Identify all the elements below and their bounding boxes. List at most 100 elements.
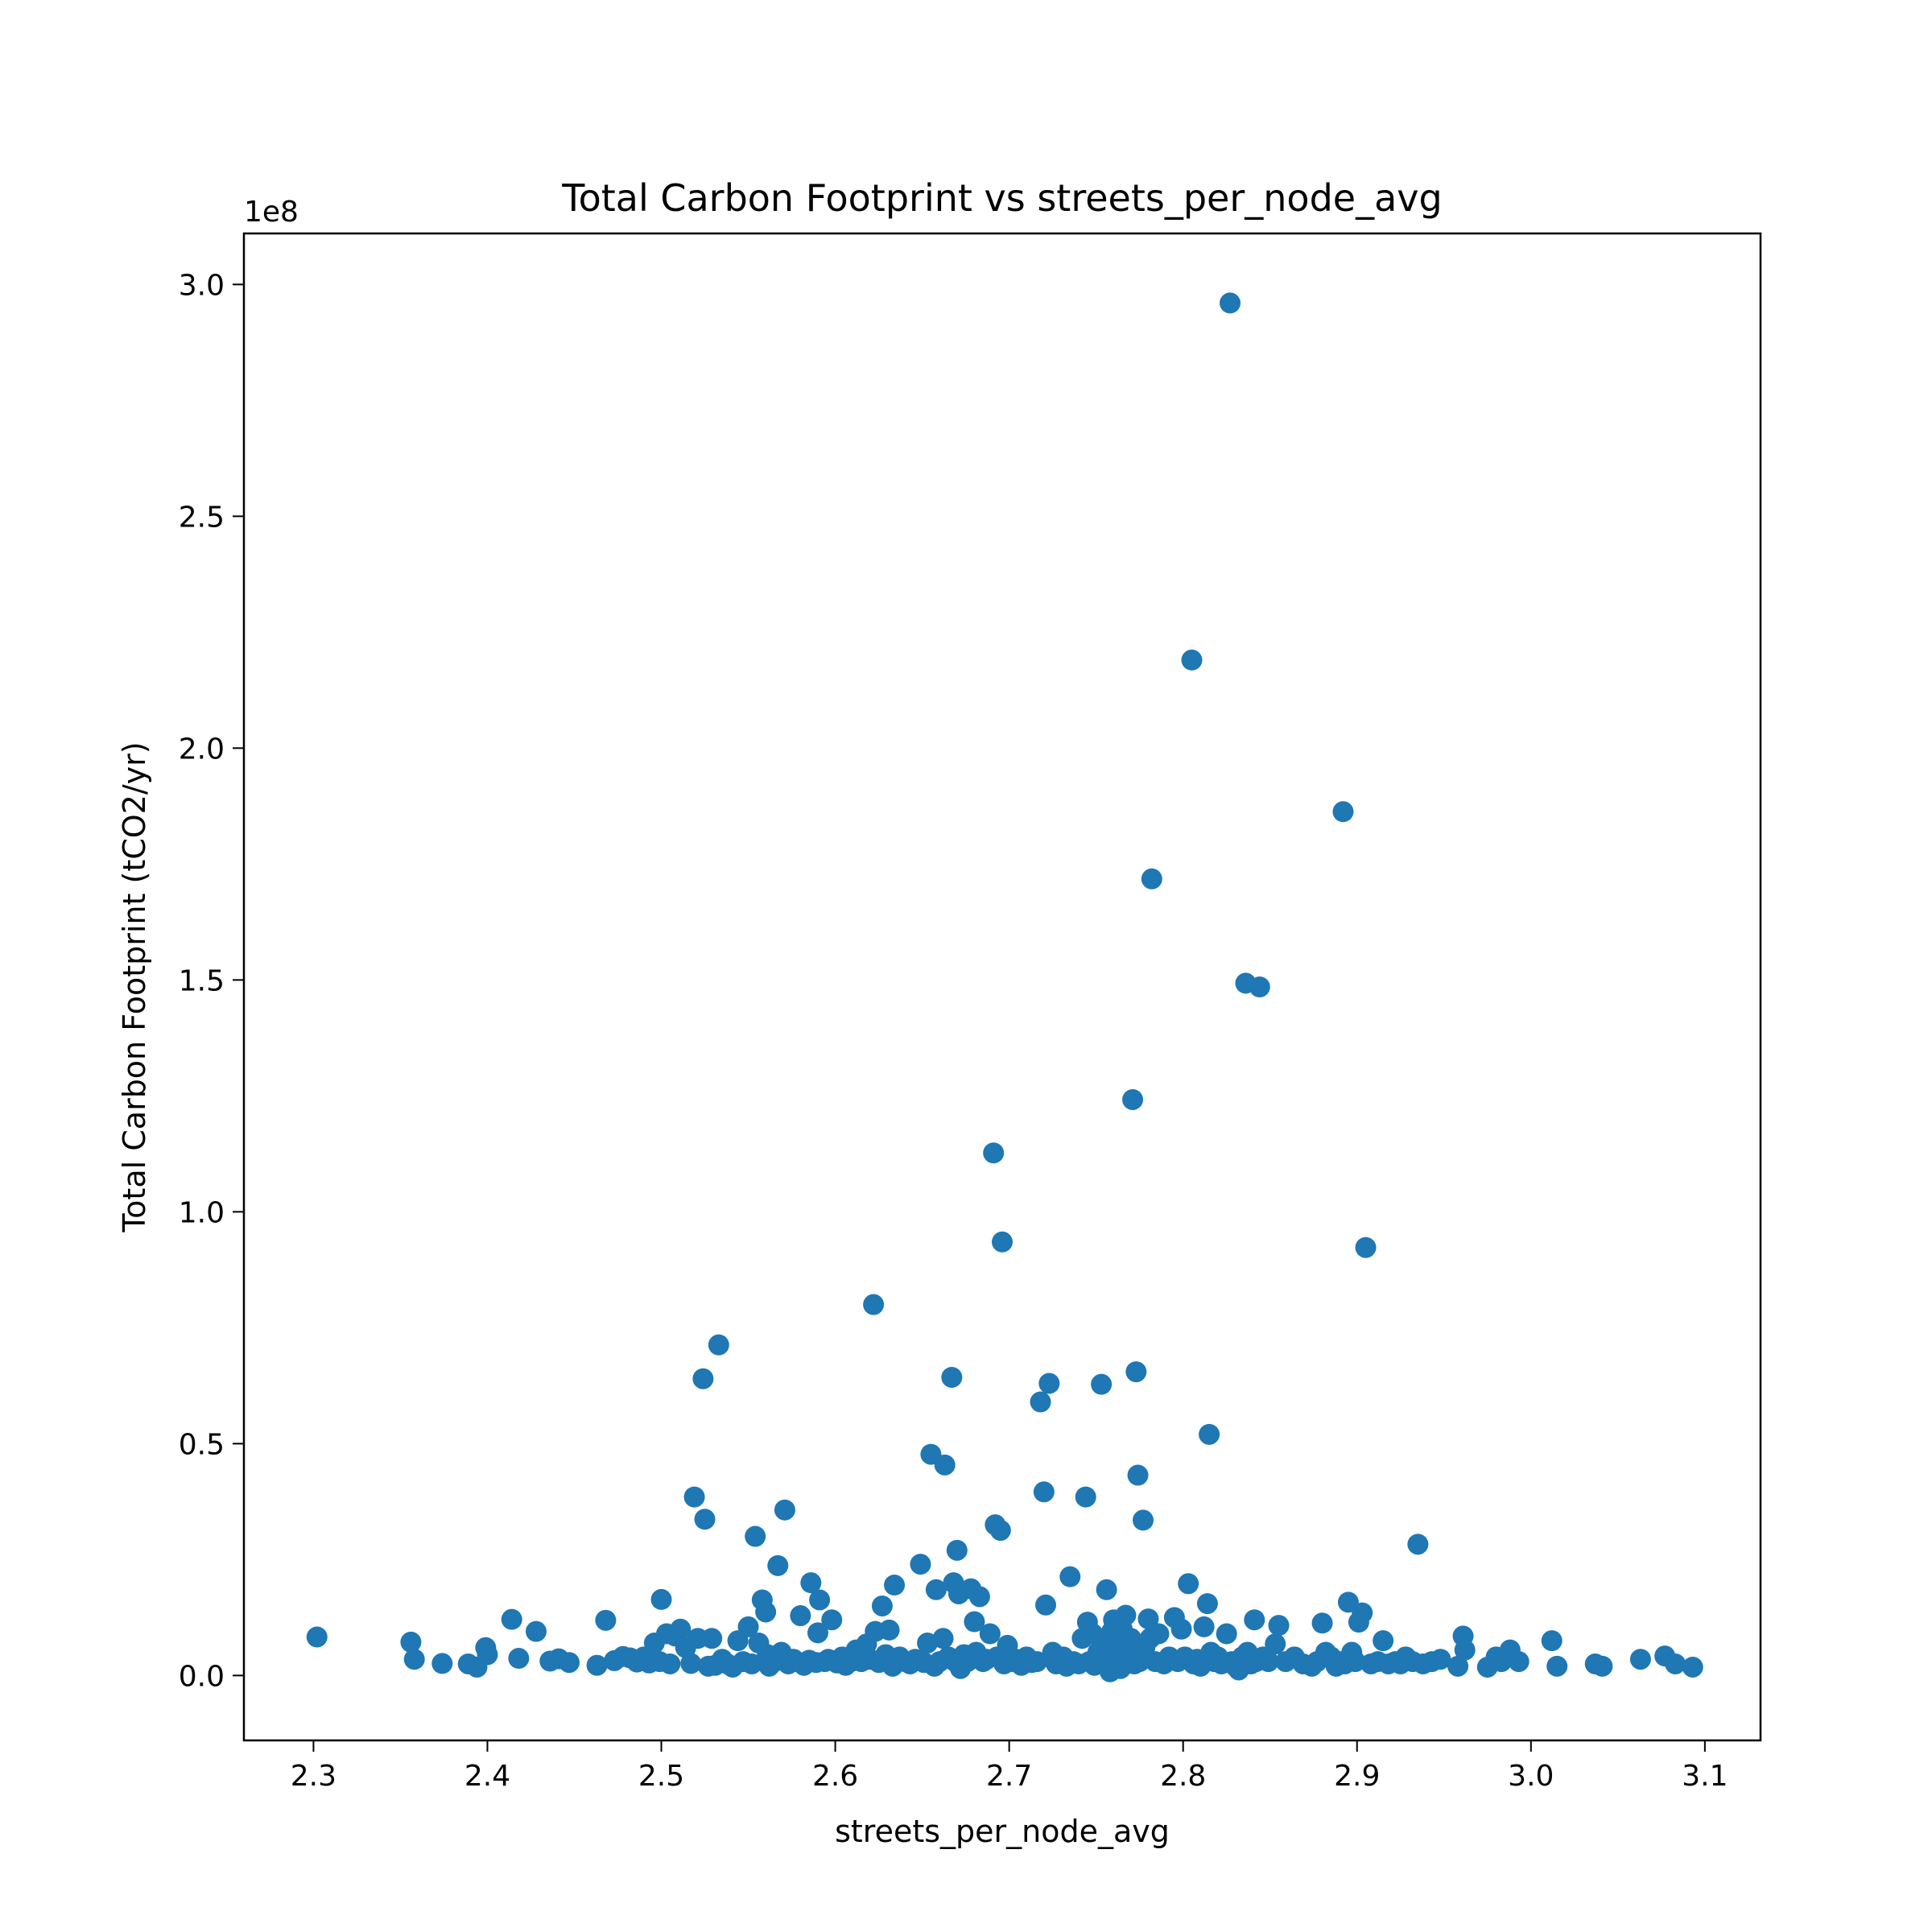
data-point — [1193, 1616, 1215, 1637]
data-point — [1096, 1579, 1117, 1600]
data-point — [1268, 1615, 1290, 1637]
x-tick-label: 2.8 — [1160, 1760, 1206, 1793]
data-point — [708, 1334, 729, 1356]
data-point — [1075, 1486, 1096, 1508]
y-tick-label: 2.5 — [179, 501, 225, 534]
data-point — [508, 1648, 530, 1670]
data-point — [1127, 1464, 1149, 1486]
data-point — [1038, 1373, 1060, 1394]
data-point — [650, 1588, 672, 1610]
data-point — [1454, 1639, 1476, 1661]
data-point — [1196, 1593, 1218, 1615]
data-point — [670, 1618, 691, 1640]
data-point — [934, 1454, 956, 1476]
data-point — [403, 1649, 425, 1670]
x-tick-label: 2.3 — [291, 1760, 336, 1793]
data-point — [1059, 1566, 1081, 1587]
x-tick-label: 3.0 — [1508, 1760, 1554, 1793]
data-point — [1148, 1623, 1170, 1645]
data-point — [525, 1620, 547, 1642]
data-point — [692, 1368, 714, 1389]
data-point — [1373, 1630, 1394, 1652]
data-point — [1133, 1509, 1154, 1531]
data-point — [559, 1652, 580, 1674]
data-point — [595, 1609, 617, 1631]
data-point — [741, 1653, 762, 1674]
data-point — [1591, 1655, 1613, 1677]
x-axis-ticks: 2.3 2.4 2.5 2.6 2.7 2.8 2.9 3.0 3.1 — [291, 1740, 1728, 1793]
data-point — [979, 1623, 1001, 1645]
data-point — [1122, 1088, 1144, 1110]
data-point — [1447, 1655, 1469, 1677]
data-point — [306, 1626, 328, 1648]
data-point — [1508, 1651, 1530, 1673]
data-point — [1629, 1649, 1651, 1670]
data-point — [964, 1611, 985, 1633]
data-point — [884, 1575, 906, 1596]
data-point — [1220, 292, 1241, 314]
data-points — [306, 292, 1703, 1682]
data-point — [1352, 1602, 1373, 1624]
data-point — [878, 1619, 900, 1641]
data-point — [1033, 1481, 1055, 1503]
y-tick-label: 1.0 — [179, 1196, 225, 1229]
data-point — [659, 1653, 681, 1674]
data-point — [910, 1554, 931, 1575]
data-point — [1665, 1653, 1686, 1674]
y-axis-label: Total Carbon Footprint (tCO2/yr) — [117, 741, 152, 1232]
x-tick-label: 2.5 — [638, 1760, 684, 1793]
data-point — [1137, 1608, 1159, 1630]
data-point — [1035, 1594, 1057, 1616]
data-point — [1170, 1618, 1192, 1640]
data-point — [1178, 1573, 1199, 1595]
data-point — [1355, 1236, 1377, 1258]
y-offset-label: 1e8 — [244, 196, 299, 229]
data-point — [477, 1644, 498, 1666]
data-point — [680, 1653, 702, 1674]
data-point — [1125, 1361, 1147, 1383]
data-point — [1344, 1651, 1366, 1673]
data-point — [755, 1601, 777, 1623]
data-point — [821, 1609, 843, 1631]
data-point — [1030, 1391, 1051, 1413]
data-point — [1115, 1604, 1137, 1626]
data-point — [1026, 1651, 1048, 1673]
plot-frame — [242, 232, 1762, 1742]
data-point — [1311, 1612, 1333, 1634]
x-tick-label: 2.7 — [986, 1760, 1032, 1793]
data-point — [983, 1142, 1005, 1164]
x-tick-label: 3.1 — [1682, 1760, 1728, 1793]
data-point — [807, 1622, 828, 1644]
data-point — [1216, 1623, 1237, 1645]
data-point — [1091, 1373, 1113, 1395]
data-point — [767, 1554, 789, 1576]
data-point — [941, 1366, 963, 1388]
chart-title: Total Carbon Footprint vs streets_per_no… — [561, 176, 1442, 220]
y-axis-ticks: 0.0 0.5 1.0 1.5 2.0 2.5 3.0 — [179, 269, 244, 1693]
data-point — [1265, 1633, 1286, 1655]
data-point — [745, 1525, 766, 1547]
data-point — [1407, 1534, 1429, 1555]
data-point — [1244, 1609, 1265, 1631]
data-point — [1181, 649, 1203, 671]
y-tick-label: 0.0 — [179, 1660, 225, 1693]
x-tick-label: 2.4 — [464, 1760, 510, 1793]
data-point — [871, 1595, 893, 1616]
data-point — [863, 1294, 885, 1315]
data-point — [809, 1589, 831, 1611]
y-tick-label: 2.0 — [179, 733, 225, 766]
data-point — [946, 1539, 968, 1561]
data-point — [1430, 1649, 1451, 1670]
data-point — [1682, 1656, 1703, 1678]
data-point — [932, 1628, 954, 1649]
data-point — [683, 1486, 705, 1508]
x-tick-label: 2.9 — [1334, 1760, 1380, 1793]
data-point — [1257, 1651, 1279, 1673]
data-point — [800, 1572, 822, 1594]
data-point — [737, 1616, 759, 1637]
data-point — [701, 1628, 723, 1649]
data-point — [1546, 1655, 1568, 1677]
data-point — [989, 1520, 1011, 1542]
